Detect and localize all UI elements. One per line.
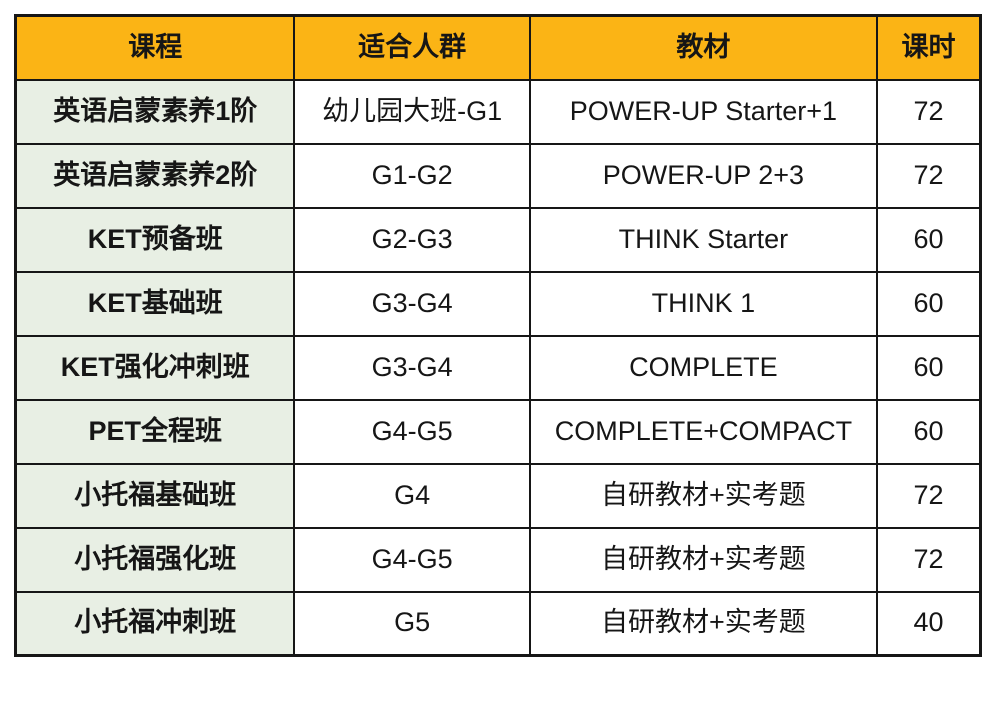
table-body: 英语启蒙素养1阶 幼儿园大班-G1 POWER-UP Starter+1 72 英语启蒙… xyxy=(14,78,982,657)
table-row: KET预备班 G2-G3 THINK Starter 60 xyxy=(14,206,982,273)
course-cell: KET强化冲刺班 xyxy=(14,334,296,401)
hours-cell: 60 xyxy=(876,270,982,337)
table-row: 小托福强化班 G4-G5 自研教材+实考题 72 xyxy=(14,526,982,593)
table-row: 英语启蒙素养2阶 G1-G2 POWER-UP 2+3 72 xyxy=(14,142,982,209)
course-table: 课程 适合人群 教材 课时 英语启蒙素养1阶 幼儿园大班-G1 POWER-UP S… xyxy=(14,14,982,657)
audience-cell: G4-G5 xyxy=(293,398,531,465)
table-row: PET全程班 G4-G5 COMPLETE+COMPACT 60 xyxy=(14,398,982,465)
course-cell: 英语启蒙素养1阶 xyxy=(14,78,296,145)
header-row: 课程 适合人群 教材 课时 xyxy=(14,14,982,81)
textbook-cell: 自研教材+实考题 xyxy=(528,526,879,593)
textbook-cell: POWER-UP Starter+1 xyxy=(528,78,879,145)
header-audience: 适合人群 xyxy=(293,14,531,81)
hours-cell: 40 xyxy=(876,590,982,657)
course-cell: 小托福冲刺班 xyxy=(14,590,296,657)
hours-cell: 60 xyxy=(876,206,982,273)
audience-cell: G1-G2 xyxy=(293,142,531,209)
table-row: KET强化冲刺班 G3-G4 COMPLETE 60 xyxy=(14,334,982,401)
header-hours: 课时 xyxy=(876,14,982,81)
textbook-cell: 自研教材+实考题 xyxy=(528,462,879,529)
audience-cell: G4 xyxy=(293,462,531,529)
table-row: 小托福基础班 G4 自研教材+实考题 72 xyxy=(14,462,982,529)
header-course: 课程 xyxy=(14,14,296,81)
audience-cell: G5 xyxy=(293,590,531,657)
hours-cell: 72 xyxy=(876,526,982,593)
hours-cell: 60 xyxy=(876,334,982,401)
course-cell: KET基础班 xyxy=(14,270,296,337)
table-row: 英语启蒙素养1阶 幼儿园大班-G1 POWER-UP Starter+1 72 xyxy=(14,78,982,145)
course-cell: KET预备班 xyxy=(14,206,296,273)
textbook-cell: THINK 1 xyxy=(528,270,879,337)
textbook-cell: THINK Starter xyxy=(528,206,879,273)
hours-cell: 72 xyxy=(876,462,982,529)
textbook-cell: COMPLETE xyxy=(528,334,879,401)
audience-cell: G4-G5 xyxy=(293,526,531,593)
textbook-cell: 自研教材+实考题 xyxy=(528,590,879,657)
course-cell: PET全程班 xyxy=(14,398,296,465)
course-cell: 英语启蒙素养2阶 xyxy=(14,142,296,209)
course-cell: 小托福基础班 xyxy=(14,462,296,529)
hours-cell: 72 xyxy=(876,78,982,145)
hours-cell: 72 xyxy=(876,142,982,209)
textbook-cell: POWER-UP 2+3 xyxy=(528,142,879,209)
course-cell: 小托福强化班 xyxy=(14,526,296,593)
textbook-cell: COMPLETE+COMPACT xyxy=(528,398,879,465)
table-row: KET基础班 G3-G4 THINK 1 60 xyxy=(14,270,982,337)
header-textbook: 教材 xyxy=(528,14,879,81)
hours-cell: 60 xyxy=(876,398,982,465)
audience-cell: G3-G4 xyxy=(293,270,531,337)
table-row: 小托福冲刺班 G5 自研教材+实考题 40 xyxy=(14,590,982,657)
audience-cell: G2-G3 xyxy=(293,206,531,273)
audience-cell: G3-G4 xyxy=(293,334,531,401)
audience-cell: 幼儿园大班-G1 xyxy=(293,78,531,145)
